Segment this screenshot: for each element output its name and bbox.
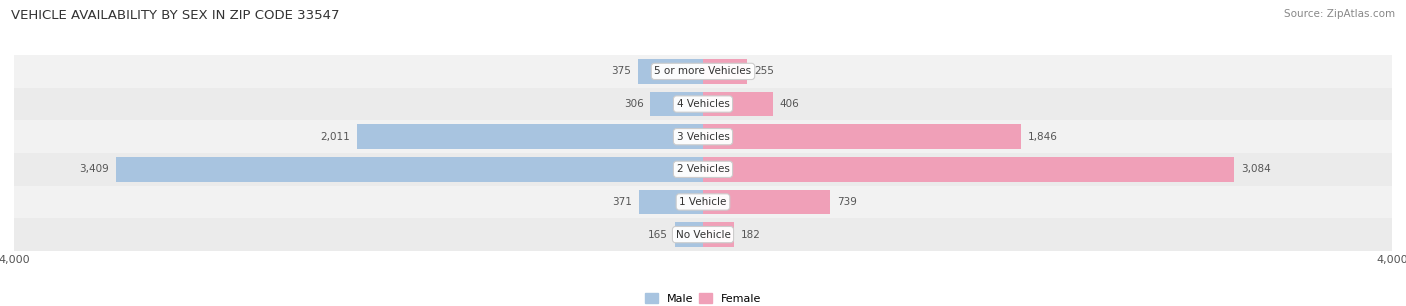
Bar [14, 88, 1392, 120]
Bar [640, 190, 703, 214]
Bar [703, 59, 747, 84]
Legend: Male, Female: Male, Female [640, 288, 766, 306]
Text: VEHICLE AVAILABILITY BY SEX IN ZIP CODE 33547: VEHICLE AVAILABILITY BY SEX IN ZIP CODE … [11, 9, 340, 22]
Bar [703, 125, 1021, 149]
Text: 375: 375 [612, 66, 631, 76]
Text: 1,846: 1,846 [1028, 132, 1057, 142]
Text: 5 or more Vehicles: 5 or more Vehicles [654, 66, 752, 76]
Text: 371: 371 [613, 197, 633, 207]
Text: 1 Vehicle: 1 Vehicle [679, 197, 727, 207]
Text: 4 Vehicles: 4 Vehicles [676, 99, 730, 109]
Bar [115, 157, 703, 181]
Text: 255: 255 [754, 66, 773, 76]
Text: 306: 306 [624, 99, 644, 109]
Bar [357, 125, 703, 149]
Text: 406: 406 [780, 99, 800, 109]
Bar [14, 218, 1392, 251]
Text: 2,011: 2,011 [321, 132, 350, 142]
Bar [675, 222, 703, 247]
Text: Source: ZipAtlas.com: Source: ZipAtlas.com [1284, 9, 1395, 19]
Text: No Vehicle: No Vehicle [675, 230, 731, 240]
Text: 165: 165 [648, 230, 668, 240]
Text: 182: 182 [741, 230, 761, 240]
Bar [638, 59, 703, 84]
Bar [703, 92, 773, 116]
Text: 3,409: 3,409 [79, 164, 108, 174]
Text: 739: 739 [837, 197, 858, 207]
Bar [14, 120, 1392, 153]
Text: 3 Vehicles: 3 Vehicles [676, 132, 730, 142]
Text: 2 Vehicles: 2 Vehicles [676, 164, 730, 174]
Text: 3,084: 3,084 [1241, 164, 1271, 174]
Bar [14, 153, 1392, 186]
Bar [651, 92, 703, 116]
Bar [703, 222, 734, 247]
Bar [703, 157, 1234, 181]
Bar [14, 186, 1392, 218]
Bar [14, 55, 1392, 88]
Bar [703, 190, 831, 214]
